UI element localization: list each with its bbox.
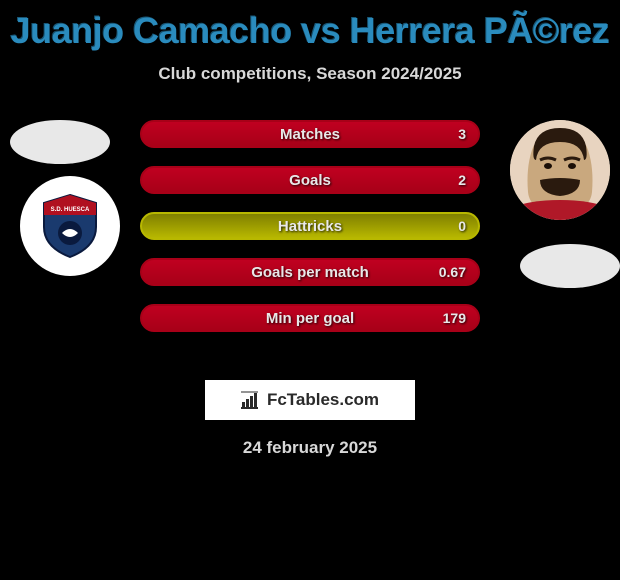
stats-area: S.D. HUESCA Matches 3 Goals 2 Hattricks 0 Goal…	[0, 120, 620, 360]
stat-label: Matches	[280, 126, 340, 143]
shield-icon: S.D. HUESCA	[40, 193, 100, 259]
branding-box: FcTables.com	[205, 380, 415, 420]
club-badge-left: S.D. HUESCA	[20, 176, 120, 276]
subtitle: Club competitions, Season 2024/2025	[0, 64, 620, 84]
stat-value: 0.67	[439, 264, 466, 280]
avatar-left-placeholder	[10, 120, 110, 164]
stat-bars: Matches 3 Goals 2 Hattricks 0 Goals per match 0…	[140, 120, 480, 350]
stat-value: 179	[443, 310, 466, 326]
date-text: 24 february 2025	[0, 438, 620, 458]
stat-bar: Goals 2	[140, 166, 480, 194]
person-icon	[510, 120, 610, 220]
player-photo-right	[510, 120, 610, 220]
stat-value: 0	[458, 218, 466, 234]
branding-text: FcTables.com	[267, 390, 379, 410]
page-title: Juanjo Camacho vs Herrera PÃ©rez	[0, 0, 620, 52]
svg-text:S.D. HUESCA: S.D. HUESCA	[51, 207, 90, 213]
stat-label: Min per goal	[266, 310, 354, 327]
stat-label: Hattricks	[278, 218, 342, 235]
avatar-right-placeholder	[520, 244, 620, 288]
stat-label: Goals	[289, 172, 331, 189]
stat-label: Goals per match	[251, 264, 369, 281]
stat-value: 2	[458, 172, 466, 188]
stat-bar: Goals per match 0.67	[140, 258, 480, 286]
stat-value: 3	[458, 126, 466, 142]
stat-bar: Hattricks 0	[140, 212, 480, 240]
bar-chart-icon	[241, 391, 263, 409]
stat-bar: Min per goal 179	[140, 304, 480, 332]
stat-bar: Matches 3	[140, 120, 480, 148]
